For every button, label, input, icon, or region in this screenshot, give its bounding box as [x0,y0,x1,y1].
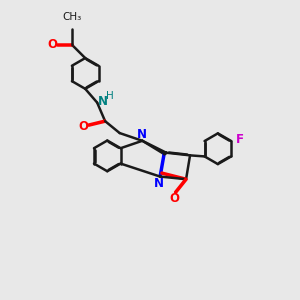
Text: N: N [154,176,164,190]
Text: N: N [137,128,147,141]
Text: N: N [98,94,107,108]
Text: O: O [78,120,88,133]
Text: F: F [236,133,243,146]
Text: O: O [47,38,57,51]
Text: CH₃: CH₃ [62,12,82,22]
Text: O: O [169,192,179,206]
Text: H: H [106,91,113,101]
